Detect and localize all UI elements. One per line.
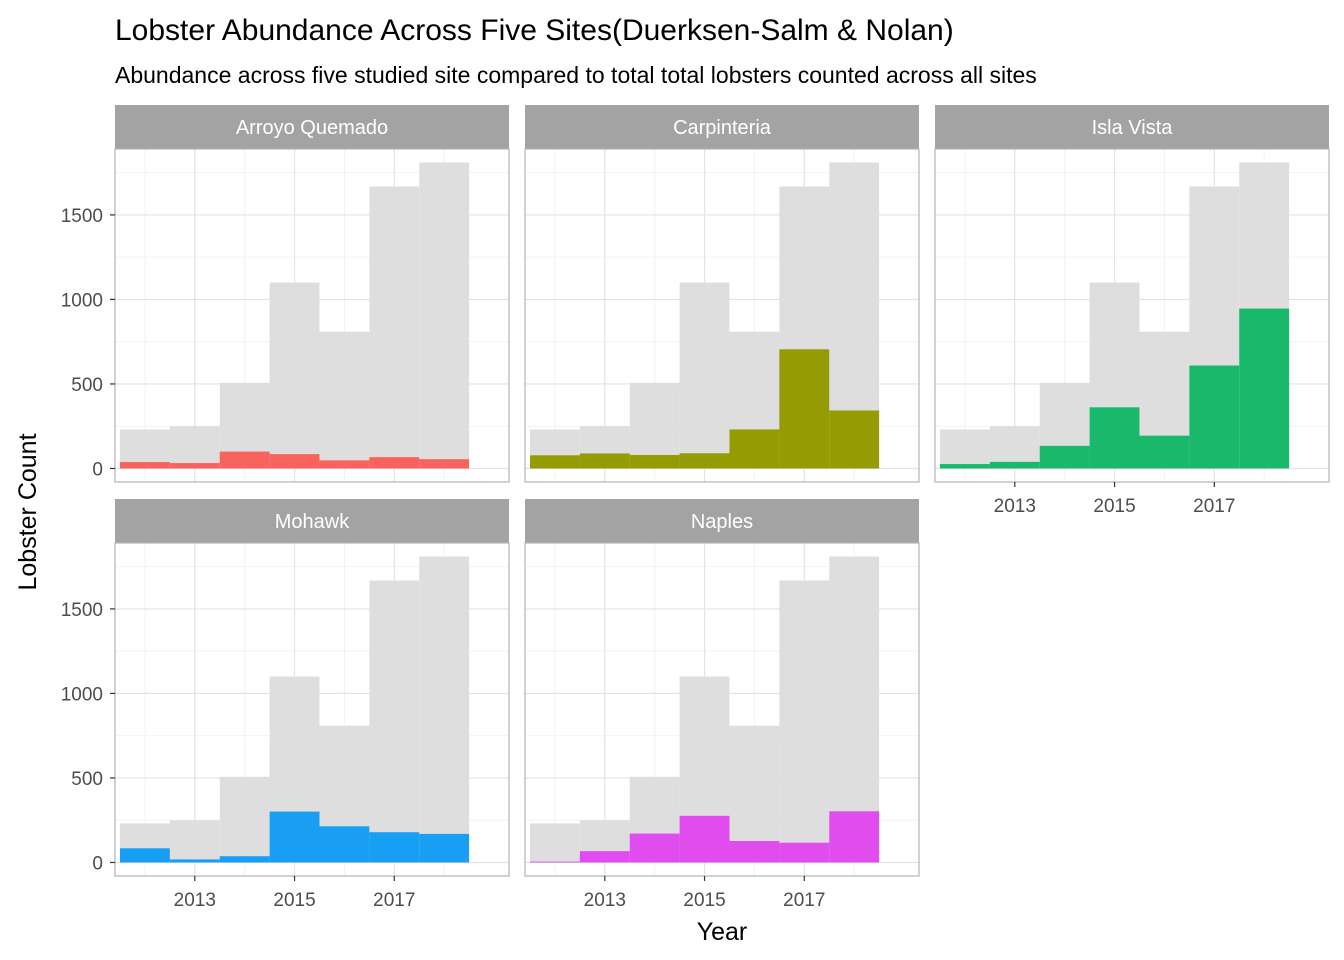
total-bar	[989, 426, 1040, 469]
total-bar	[529, 823, 580, 863]
x-tick-label: 2013	[584, 890, 626, 911]
facet-strip-label: Carpinteria	[673, 117, 772, 139]
total-bar	[679, 282, 730, 469]
x-axis-label: Year	[697, 918, 748, 946]
chart-subtitle: Abundance across five studied site compa…	[115, 62, 1037, 88]
site-bar	[419, 459, 470, 469]
site-bar	[779, 349, 830, 469]
site-bar	[579, 851, 630, 863]
total-bar	[269, 282, 320, 469]
facet-strip-label: Isla Vista	[1092, 117, 1174, 139]
site-bar	[419, 833, 470, 863]
panel-border	[524, 148, 920, 483]
facet-panel-carpinteria: Carpinteria	[524, 105, 920, 483]
y-tick-label: 1500	[61, 600, 103, 621]
x-tick-label: 2017	[1193, 496, 1235, 517]
y-tick-label: 0	[92, 459, 103, 480]
total-bar	[169, 820, 220, 863]
site-bar	[319, 826, 370, 863]
y-tick-label: 500	[71, 769, 103, 790]
site-bar	[219, 856, 270, 863]
site-bar	[1039, 445, 1090, 469]
total-bar	[169, 426, 220, 469]
y-tick-label: 500	[71, 375, 103, 396]
site-bar	[169, 463, 220, 469]
y-axis-label: Lobster Count	[14, 433, 42, 590]
panel-border	[934, 148, 1330, 483]
panels-layer: Arroyo Quemado 0 500 1000 1500 Carpinteria Isl…	[61, 105, 1330, 911]
site-bar	[219, 451, 270, 469]
site-bar	[989, 461, 1040, 469]
site-bar	[729, 841, 780, 863]
panel-border	[114, 542, 510, 877]
facet-strip-label: Arroyo Quemado	[236, 117, 388, 139]
total-bar	[369, 580, 420, 863]
x-tick-label: 2017	[373, 890, 415, 911]
site-bar	[729, 429, 780, 469]
facet-strip	[115, 499, 509, 543]
total-bar	[629, 382, 680, 469]
facet-strip-label: Mohawk	[275, 511, 350, 533]
site-bar	[939, 464, 990, 469]
site-bar	[629, 454, 680, 469]
site-bar	[679, 815, 730, 863]
site-bar	[119, 848, 170, 863]
panel-border	[524, 542, 920, 877]
site-bar	[829, 410, 880, 469]
site-bar	[529, 455, 580, 469]
site-bar	[369, 457, 420, 469]
site-bar	[629, 833, 680, 863]
site-bar	[169, 859, 220, 863]
site-bar	[1139, 435, 1190, 469]
x-tick-label: 2015	[1093, 496, 1135, 517]
x-tick-label: 2017	[783, 890, 825, 911]
facet-panel-naples: Naples 2013 2015 2017	[524, 499, 920, 911]
site-bar	[1089, 407, 1140, 469]
facet-strip	[935, 105, 1329, 149]
total-bar	[779, 580, 830, 863]
site-bar	[1239, 308, 1290, 469]
total-bar	[729, 725, 780, 863]
total-bar	[419, 162, 470, 469]
y-tick-label: 1000	[61, 684, 103, 705]
site-bar	[829, 811, 880, 863]
facet-strip-label: Naples	[691, 511, 753, 533]
site-bar	[579, 453, 630, 469]
facet-strip	[115, 105, 509, 149]
site-bar	[269, 454, 320, 469]
total-bar	[939, 429, 990, 469]
total-bar	[369, 186, 420, 469]
total-bar	[319, 331, 370, 469]
site-bar	[529, 861, 580, 863]
total-bar	[419, 556, 470, 863]
x-tick-label: 2015	[683, 890, 725, 911]
site-bar	[369, 832, 420, 863]
chart-title: Lobster Abundance Across Five Sites(Duer…	[115, 14, 954, 47]
x-tick-label: 2015	[273, 890, 315, 911]
site-bar	[119, 462, 170, 469]
site-bar	[269, 811, 320, 863]
facet-panel-arroyo-quemado: Arroyo Quemado 0 500 1000 1500	[61, 105, 510, 483]
x-tick-label: 2013	[174, 890, 216, 911]
site-bar	[679, 453, 730, 469]
y-tick-label: 0	[92, 853, 103, 874]
site-bar	[319, 460, 370, 469]
facet-strip	[525, 105, 919, 149]
facet-panel-isla-vista: Isla Vista 2013 2015 2017	[934, 105, 1330, 517]
total-bar	[219, 776, 270, 863]
y-tick-label: 1500	[61, 206, 103, 227]
y-tick-label: 1000	[61, 290, 103, 311]
site-bar	[1189, 365, 1240, 469]
panel-border	[114, 148, 510, 483]
facet-panel-mohawk: Mohawk 0 500 1000 1500 2013 2015 2017	[61, 499, 510, 911]
x-tick-label: 2013	[994, 496, 1036, 517]
site-bar	[779, 842, 830, 863]
facet-strip	[525, 499, 919, 543]
total-bar	[119, 429, 170, 469]
